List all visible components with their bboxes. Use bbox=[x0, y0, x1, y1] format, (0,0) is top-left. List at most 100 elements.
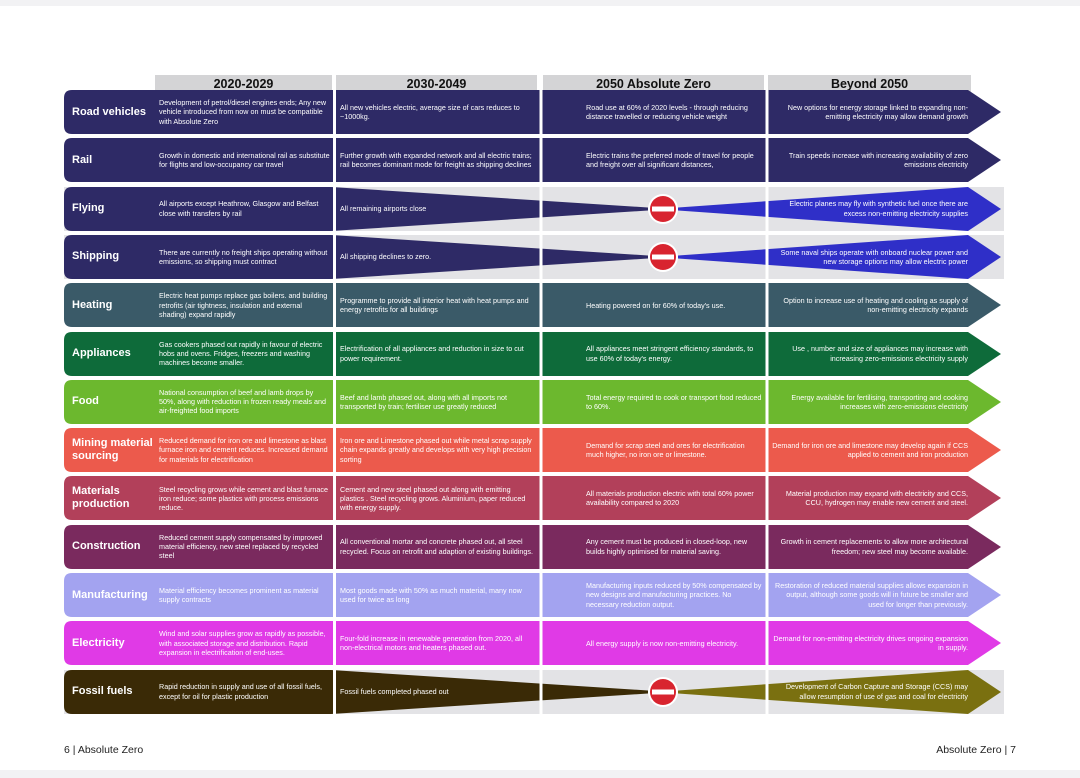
row-label: Food bbox=[72, 395, 99, 408]
cell-text: Cement and new steel phased out along wi… bbox=[340, 484, 526, 512]
cell-2050: Manufacturing inputs reduced by 50% comp… bbox=[586, 573, 764, 617]
row-construction: Construction Reduced cement supply compen… bbox=[0, 524, 1080, 569]
cell-text: Restoration of reduced material supplies… bbox=[775, 581, 968, 609]
cell-beyond-2050: Material production may expand with elec… bbox=[772, 476, 968, 520]
cell-2030-2049: All conventional mortar and concrete pha… bbox=[340, 525, 535, 569]
cell-text: Growth in domestic and international rai… bbox=[159, 151, 330, 170]
column-separator bbox=[333, 669, 336, 714]
cell-text: Growth in cement replacements to allow m… bbox=[780, 537, 968, 556]
no-entry-icon bbox=[648, 676, 678, 707]
row-label: Shipping bbox=[72, 250, 120, 263]
cell-text: Road use at 60% of 2020 levels - through… bbox=[586, 102, 748, 121]
cell-text: All airports except Heathrow, Glasgow an… bbox=[159, 199, 319, 218]
column-separator bbox=[765, 428, 769, 473]
cell-text: Electrification of all appliances and re… bbox=[340, 344, 524, 363]
cell-text: All appliances meet stringent efficiency… bbox=[586, 344, 754, 363]
cell-text: All remaining airports close bbox=[340, 203, 427, 213]
row-appliances: Appliances Gas cookers phased out rapidly… bbox=[0, 331, 1080, 376]
cell-2030-2049: Four-fold increase in renewable generati… bbox=[340, 621, 535, 665]
no-entry-bar bbox=[652, 689, 674, 695]
cell-beyond-2050: Demand for non-emitting electricity driv… bbox=[772, 621, 968, 665]
cell-text: Steel recycling grows while cement and b… bbox=[159, 484, 328, 512]
cell-2030-2049: All shipping declines to zero. bbox=[340, 235, 535, 279]
column-separator bbox=[333, 283, 336, 328]
column-separator bbox=[765, 621, 769, 666]
cell-text: Train speeds increase with increasing av… bbox=[788, 151, 968, 170]
cell-text: Electric trains the preferred mode of tr… bbox=[586, 151, 754, 170]
column-separator bbox=[333, 234, 336, 279]
cell-2020-2029: Electric heat pumps replace gas boilers.… bbox=[159, 283, 331, 327]
row-electricity: Electricity Wind and solar supplies grow … bbox=[0, 621, 1080, 666]
column-separator bbox=[333, 524, 336, 569]
column-separator bbox=[765, 234, 769, 279]
column-separator bbox=[539, 669, 543, 714]
cell-2050: All appliances meet stringent efficiency… bbox=[586, 332, 764, 376]
cell-text: All new vehicles electric, average size … bbox=[340, 102, 520, 121]
column-separator bbox=[539, 186, 543, 231]
column-separator bbox=[333, 428, 336, 473]
column-separator bbox=[539, 428, 543, 473]
cell-text: National consumption of beef and lamb dr… bbox=[159, 387, 327, 416]
row-band bbox=[64, 186, 1004, 231]
row-label: Fossil fuels bbox=[72, 685, 133, 698]
column-separator bbox=[539, 331, 543, 376]
column-separator bbox=[539, 90, 543, 134]
column-separator bbox=[539, 621, 543, 666]
column-separator bbox=[539, 524, 543, 569]
cell-text: Heating powered on for 60% of today's us… bbox=[586, 300, 726, 310]
row-road-vehicles: Road vehicles Development of petrol/diese… bbox=[0, 90, 1080, 134]
column-separator bbox=[765, 669, 769, 714]
cell-text: Demand for iron ore and limestone may de… bbox=[772, 440, 968, 460]
row-band bbox=[64, 428, 1001, 473]
cell-text: Wind and solar supplies grow as rapidly … bbox=[159, 629, 326, 657]
cell-text: Any cement must be produced in closed-lo… bbox=[586, 537, 748, 556]
cell-2020-2029: Material efficiency becomes prominent as… bbox=[159, 573, 331, 617]
cell-text: Manufacturing inputs reduced by 50% comp… bbox=[586, 581, 762, 609]
column-separator bbox=[765, 186, 769, 231]
cell-2020-2029: There are currently no freight ships ope… bbox=[159, 235, 331, 279]
cell-text: Demand for non-emitting electricity driv… bbox=[773, 634, 968, 653]
cell-beyond-2050: Development of Carbon Capture and Storag… bbox=[772, 670, 968, 714]
column-separator bbox=[765, 476, 769, 521]
cell-beyond-2050: New options for energy storage linked to… bbox=[772, 90, 968, 134]
header-2020-2029: 2020-2029 bbox=[155, 75, 332, 93]
cell-text: Development of Carbon Capture and Storag… bbox=[785, 682, 968, 701]
cell-text: New options for energy storage linked to… bbox=[787, 102, 968, 121]
cell-2020-2029: Development of petrol/diesel engines end… bbox=[159, 90, 331, 134]
cell-2050: Any cement must be produced in closed-lo… bbox=[586, 525, 764, 569]
row-label: Construction bbox=[72, 540, 141, 553]
cell-text: All conventional mortar and concrete pha… bbox=[340, 537, 533, 556]
cell-beyond-2050: Energy available for fertilising, transp… bbox=[772, 380, 968, 424]
row-taper-wedge bbox=[64, 669, 648, 714]
cell-text: Option to increase use of heating and co… bbox=[783, 295, 968, 315]
row-fossil-fuels: Fossil fuels Rapid reduction in supply an… bbox=[0, 669, 1080, 714]
row-label: Materials production bbox=[72, 485, 130, 511]
cell-beyond-2050: Restoration of reduced material supplies… bbox=[772, 573, 968, 617]
cell-2020-2029: All airports except Heathrow, Glasgow an… bbox=[159, 187, 331, 231]
cell-beyond-2050: Use , number and size of appliances may … bbox=[772, 332, 968, 376]
row-label: Road vehicles bbox=[72, 105, 146, 118]
row-label: Electricity bbox=[72, 636, 125, 649]
column-separator bbox=[539, 379, 543, 424]
cell-text: Total energy required to cook or transpo… bbox=[586, 392, 762, 411]
cell-2050: All materials production electric with t… bbox=[586, 476, 764, 520]
column-separator bbox=[765, 573, 769, 617]
column-separator bbox=[539, 234, 543, 279]
row-band bbox=[64, 573, 1001, 617]
row-mining-material-sourcing: Mining material sourcing Reduced demand f… bbox=[0, 428, 1080, 473]
cell-2020-2029: National consumption of beef and lamb dr… bbox=[159, 380, 331, 424]
cell-2020-2029: Wind and solar supplies grow as rapidly … bbox=[159, 621, 331, 665]
cell-2050: Road use at 60% of 2020 levels - through… bbox=[586, 90, 764, 134]
cell-text: Reduced cement supply compensated by imp… bbox=[159, 532, 323, 561]
row-band bbox=[64, 331, 1001, 376]
cell-text: Beef and lamb phased out, along with all… bbox=[340, 392, 508, 411]
no-entry-bar bbox=[652, 206, 674, 212]
cell-beyond-2050: Growth in cement replacements to allow m… bbox=[772, 525, 968, 569]
column-separator bbox=[539, 573, 543, 617]
cell-beyond-2050: Some naval ships operate with onboard nu… bbox=[772, 235, 968, 279]
cell-2020-2029: Rapid reduction in supply and use of all… bbox=[159, 670, 331, 714]
cell-2030-2049: All remaining airports close bbox=[340, 187, 535, 231]
row-flying: Flying All airports except Heathrow, Glas… bbox=[0, 186, 1080, 231]
row-expand-wedge bbox=[678, 186, 1001, 231]
header-beyond-2050: Beyond 2050 bbox=[768, 75, 971, 93]
